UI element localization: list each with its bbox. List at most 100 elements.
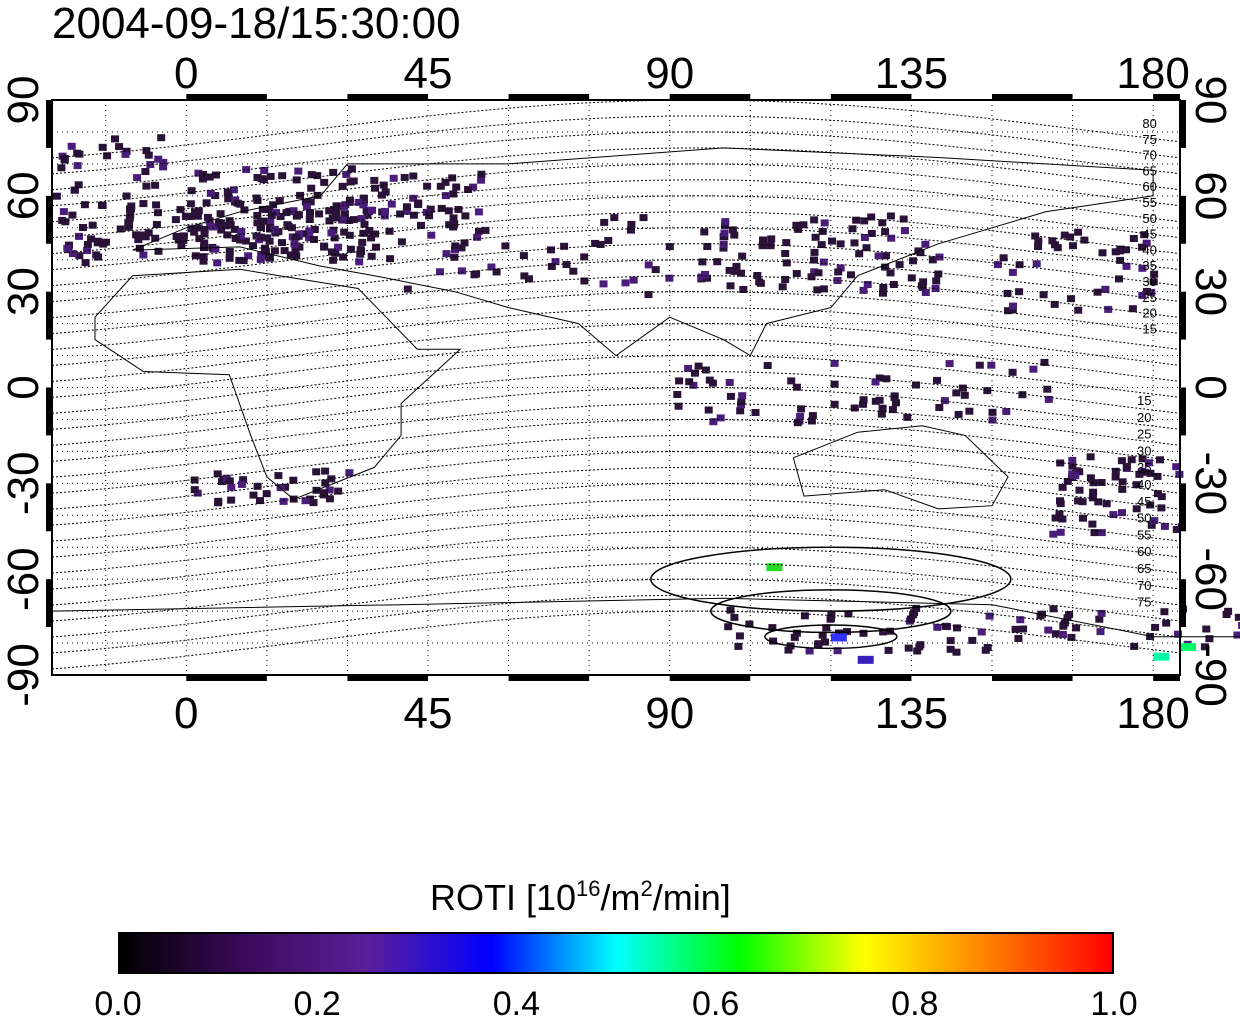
roti-pixel bbox=[600, 218, 609, 226]
roti-pixel bbox=[689, 381, 698, 389]
roti-pixel bbox=[1146, 501, 1155, 509]
roti-pixel bbox=[154, 247, 163, 255]
roti-pixel bbox=[68, 250, 77, 258]
roti-pixel bbox=[309, 499, 318, 507]
roti-pixel bbox=[1015, 288, 1024, 296]
roti-pixel bbox=[1118, 485, 1127, 493]
roti-pixel bbox=[903, 413, 912, 421]
roti-pixel bbox=[1156, 456, 1164, 464]
roti-pixel bbox=[1090, 529, 1099, 537]
roti-pixel bbox=[1130, 642, 1139, 650]
roti-pixel bbox=[1117, 457, 1126, 465]
right-axis-bar bbox=[1180, 579, 1186, 628]
contour-label-south: 40 bbox=[1137, 477, 1151, 492]
roti-pixel bbox=[810, 268, 819, 276]
x-tick-label-top: 180 bbox=[1116, 49, 1189, 98]
roti-pixel bbox=[1122, 262, 1131, 270]
roti-pixel bbox=[242, 166, 251, 174]
roti-pixel bbox=[644, 261, 653, 269]
roti-pixel bbox=[367, 252, 376, 260]
roti-pixel bbox=[863, 281, 872, 288]
contour-label-south: 45 bbox=[1137, 494, 1151, 509]
roti-pixel bbox=[818, 631, 827, 639]
roti-pixel bbox=[223, 188, 232, 196]
top-axis-bar bbox=[186, 94, 267, 100]
roti-pixel bbox=[133, 174, 142, 182]
roti-pixel bbox=[797, 405, 806, 413]
bottom-axis-bar bbox=[508, 675, 590, 681]
roti-pixel bbox=[127, 202, 136, 210]
roti-pixel bbox=[102, 238, 110, 246]
right-axis-bar bbox=[1180, 291, 1186, 340]
roti-pixel bbox=[525, 275, 533, 283]
roti-pixel bbox=[907, 615, 915, 623]
contour-label-south: 20 bbox=[1137, 410, 1151, 425]
roti-pixel bbox=[759, 236, 767, 244]
roti-pixel bbox=[1238, 622, 1240, 629]
roti-pixel-high bbox=[857, 655, 874, 664]
roti-pixel bbox=[442, 250, 451, 258]
roti-pixel bbox=[1089, 488, 1098, 496]
roti-pixel bbox=[1233, 631, 1240, 639]
roti-pixel bbox=[63, 244, 72, 252]
roti-pixel bbox=[310, 226, 319, 233]
roti-pixel bbox=[370, 176, 379, 184]
roti-pixel bbox=[810, 216, 819, 224]
roti-pixel bbox=[249, 491, 258, 499]
roti-pixel bbox=[199, 257, 208, 265]
roti-pixel bbox=[562, 261, 571, 268]
roti-pixel bbox=[599, 280, 608, 288]
roti-pixel bbox=[1116, 245, 1125, 253]
roti-pixel bbox=[1075, 468, 1084, 476]
roti-pixel bbox=[1174, 630, 1182, 638]
roti-pixel bbox=[457, 244, 466, 252]
roti-pixel bbox=[960, 391, 969, 399]
mag-lat-contour bbox=[51, 307, 1181, 366]
contour-label-north: 65 bbox=[1142, 163, 1156, 178]
contour-label-south: 15 bbox=[1137, 393, 1151, 408]
y-tick-label-right: -60 bbox=[1186, 547, 1235, 611]
roti-pixel bbox=[389, 174, 398, 182]
roti-pixel bbox=[807, 273, 816, 281]
roti-pixel bbox=[819, 285, 828, 293]
roti-pixel bbox=[403, 203, 411, 211]
roti-pixel bbox=[1142, 239, 1151, 247]
roti-pixel bbox=[862, 244, 871, 252]
colorbar-title-sup2: 2 bbox=[640, 876, 653, 901]
roti-pixel bbox=[256, 497, 264, 505]
roti-pixel bbox=[501, 242, 510, 250]
y-tick-label-left: -30 bbox=[0, 452, 48, 516]
roti-pixel bbox=[1132, 481, 1141, 489]
roti-pixel bbox=[452, 183, 461, 191]
roti-pixel bbox=[469, 183, 478, 191]
roti-pixel bbox=[83, 247, 92, 254]
roti-pixel bbox=[367, 234, 376, 242]
roti-pixel bbox=[436, 268, 444, 276]
colorbar-tick-label: 0.2 bbox=[293, 985, 341, 1023]
roti-pixel bbox=[213, 470, 222, 478]
roti-pixel bbox=[1088, 520, 1097, 528]
roti-pixel bbox=[983, 387, 992, 395]
roti-pixel-high bbox=[1180, 643, 1196, 652]
roti-pixel bbox=[1101, 285, 1110, 293]
roti-pixel bbox=[222, 222, 231, 230]
roti-pixel bbox=[828, 237, 836, 245]
roti-pixel bbox=[464, 186, 473, 193]
roti-pixel bbox=[436, 182, 445, 190]
roti-pixel bbox=[720, 233, 729, 241]
roti-pixel bbox=[67, 142, 76, 150]
roti-pixel bbox=[560, 242, 569, 250]
roti-pixel bbox=[833, 647, 842, 655]
roti-pixel bbox=[260, 167, 269, 174]
roti-pixel bbox=[289, 207, 298, 215]
roti-pixel bbox=[103, 152, 112, 160]
roti-pixel bbox=[819, 258, 828, 266]
roti-pixel bbox=[910, 609, 919, 617]
roti-pixel bbox=[1008, 368, 1017, 376]
roti-pixel bbox=[879, 284, 888, 291]
roti-pixel bbox=[253, 212, 262, 219]
roti-pixel bbox=[1008, 306, 1017, 314]
roti-pixel bbox=[142, 147, 151, 155]
roti-pixel bbox=[629, 276, 638, 284]
roti-pixel bbox=[98, 143, 107, 151]
